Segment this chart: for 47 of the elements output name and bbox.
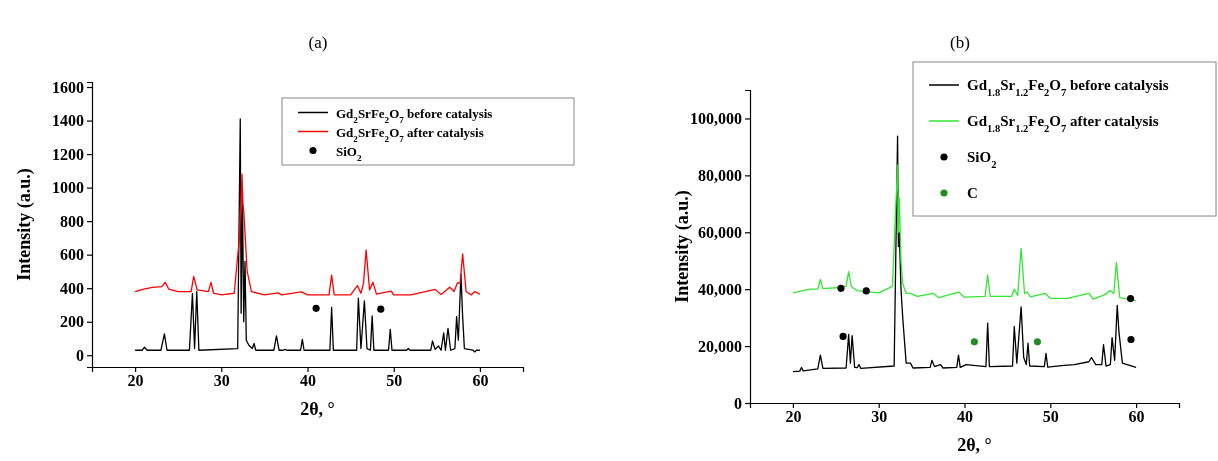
x-tick-label: 50 (386, 372, 403, 390)
y-tick-label: 200 (60, 313, 84, 331)
y-tick-label: 100,000 (690, 110, 742, 128)
x-tick-label: 40 (957, 408, 973, 426)
y-tick-label: 60,000 (698, 223, 742, 241)
x-tick-label: 60 (472, 372, 489, 390)
legend-label: Gd$_{2}$SrFe$_{2}$O$_{7}$ before catalysis (336, 105, 493, 125)
y-tick-label: 1200 (52, 145, 84, 163)
point (1127, 335, 1135, 344)
y-tick-label: 80,000 (698, 166, 742, 184)
point (1126, 295, 1135, 303)
y-tick-label: 1400 (52, 112, 84, 130)
legend-label: C (967, 185, 978, 201)
x-axis-title: 2θ, ° (300, 399, 335, 419)
legend-label: SiO$_{2}$ (967, 149, 997, 170)
y-tick-label: 20,000 (698, 337, 742, 355)
y-tick-label: 0 (734, 394, 742, 412)
y-axis-title: Intensity (a.u.) (672, 190, 693, 303)
y-tick-label: 40,000 (698, 280, 742, 298)
legend-label: Gd$_{2}$SrFe$_{2}$O$_{7}$ after catalysis (336, 124, 484, 144)
x-tick-label: 60 (1128, 408, 1145, 426)
point (837, 284, 845, 292)
point (970, 338, 978, 346)
x-tick-label: 30 (871, 408, 888, 426)
x-tick-label: 20 (127, 372, 144, 390)
x-tick-label: 20 (785, 408, 802, 426)
chart-title: (b) (950, 33, 970, 52)
point (839, 332, 847, 340)
line-series (792, 135, 1137, 373)
y-tick-label: 400 (60, 279, 84, 297)
y-tick-label: 800 (60, 212, 84, 230)
x-axis-title: 2θ, ° (957, 435, 992, 455)
x-tick-label: 40 (300, 372, 316, 390)
text: Gd$_{1.8}$Sr$_{1.2}$Fe$_{2}$O$_{7}$ after catalysis (967, 113, 1159, 134)
x-tick-label: 50 (1042, 408, 1059, 426)
x-tick-label: 30 (213, 372, 230, 390)
legend-label: SiO$_{2}$ (336, 143, 362, 163)
chart-title: (a) (308, 33, 328, 52)
y-tick-label: 1600 (52, 78, 84, 96)
line-series (134, 173, 481, 296)
text: Gd$_{1.8}$Sr$_{1.2}$Fe$_{2}$O$_{7}$ before catalysis (967, 77, 1169, 98)
point (862, 287, 870, 295)
y-tick-label: 1000 (52, 179, 84, 197)
y-tick-label: 0 (76, 346, 84, 364)
y-axis-title: Intensity (a.u.) (14, 168, 35, 281)
y-tick-label: 600 (60, 246, 84, 264)
point (1033, 338, 1041, 346)
